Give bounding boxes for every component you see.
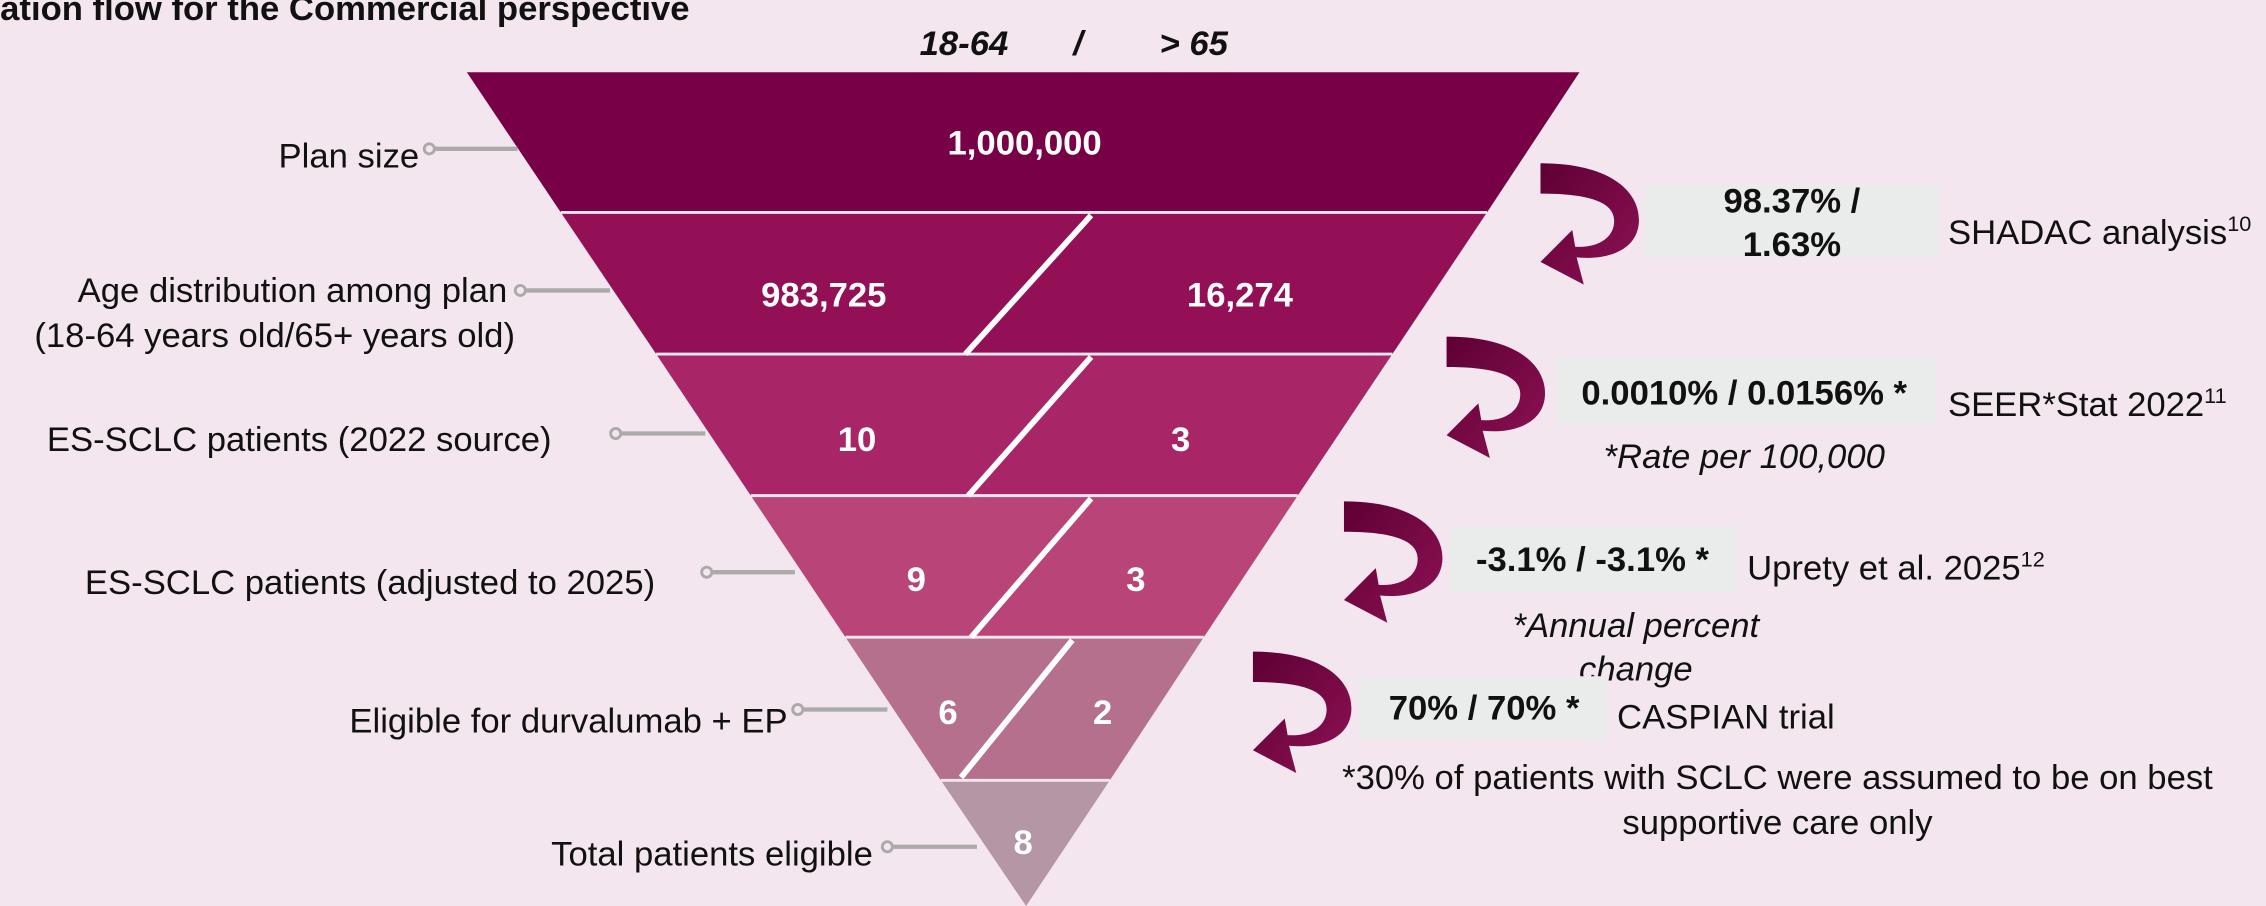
funnel-value: 3 bbox=[1171, 421, 1190, 459]
connector-dot bbox=[791, 702, 805, 716]
funnel-value: 983,725 bbox=[761, 276, 886, 314]
level-label: Total patients eligible bbox=[551, 836, 873, 874]
step-arrow bbox=[1252, 651, 1352, 774]
header-separator: / bbox=[1071, 25, 1086, 63]
divider bbox=[958, 638, 1075, 780]
source-text: SHADAC analysis bbox=[1948, 214, 2227, 252]
step-note: *30% of patients with SCLC were assumed … bbox=[1342, 759, 2213, 797]
funnel-level bbox=[940, 780, 1110, 906]
value-box bbox=[1358, 676, 1607, 740]
source-ref: 11 bbox=[2204, 383, 2226, 408]
value-box bbox=[1556, 356, 1937, 425]
connector-dot bbox=[609, 426, 623, 440]
connector-dot bbox=[700, 565, 714, 579]
step-value: -3.1% / -3.1% * bbox=[1476, 541, 1710, 579]
funnel-value: 3 bbox=[1126, 561, 1145, 599]
level-label: ES-SCLC patients (2022 source) bbox=[47, 421, 552, 459]
step-note: supportive care only bbox=[1622, 804, 1933, 842]
value-box bbox=[1449, 525, 1737, 593]
step-arrow bbox=[1343, 501, 1443, 623]
funnel-level bbox=[466, 72, 1580, 213]
level-label: (18-64 years old/65+ years old) bbox=[34, 317, 515, 355]
funnel-level bbox=[560, 212, 1488, 355]
source-ref: 12 bbox=[2021, 546, 2045, 571]
level-label: Age distribution among plan bbox=[78, 272, 508, 310]
step-source: SEER*Stat 202211 bbox=[1948, 383, 2227, 424]
title: ation flow for the Commercial perspectiv… bbox=[0, 0, 689, 28]
header-right: > 65 bbox=[1159, 25, 1228, 63]
funnel-value: 8 bbox=[1014, 824, 1033, 862]
funnel-value: 16,274 bbox=[1187, 276, 1294, 314]
step-source: CASPIAN trial bbox=[1617, 698, 1835, 736]
step-value: 1.63% bbox=[1743, 226, 1841, 264]
funnel-value: 9 bbox=[907, 561, 926, 599]
step-source: Uprety et al. 202512 bbox=[1747, 546, 2045, 587]
connector-dot bbox=[880, 840, 894, 854]
level-label: Eligible for durvalumab + EP bbox=[349, 703, 787, 741]
step-arrow bbox=[1446, 336, 1546, 459]
connector-dot bbox=[422, 142, 436, 156]
step-arrow bbox=[1540, 163, 1639, 285]
funnel-value: 2 bbox=[1093, 694, 1112, 732]
funnel bbox=[466, 72, 1580, 906]
value-box bbox=[1644, 184, 1940, 258]
step-value: 98.37% / bbox=[1724, 182, 1861, 220]
funnel-level bbox=[845, 637, 1204, 781]
source-text: SEER*Stat 2022 bbox=[1948, 386, 2204, 424]
step-source: SHADAC analysis10 bbox=[1948, 211, 2251, 252]
level-label: Plan size bbox=[279, 138, 420, 176]
funnel-level bbox=[656, 354, 1393, 496]
funnel-level bbox=[750, 495, 1298, 638]
source-ref: 10 bbox=[2227, 211, 2251, 236]
step-note: *Annual percent bbox=[1513, 607, 1761, 645]
source-text: CASPIAN trial bbox=[1617, 698, 1835, 736]
divider bbox=[966, 354, 1094, 498]
header-left: 18-64 bbox=[920, 25, 1009, 63]
funnel-value: 1,000,000 bbox=[948, 125, 1102, 163]
source-text: Uprety et al. 2025 bbox=[1747, 549, 2021, 587]
step-note: *Rate per 100,000 bbox=[1604, 438, 1885, 476]
divider bbox=[963, 213, 1094, 356]
step-value: 0.0010% / 0.0156% * bbox=[1581, 375, 1907, 413]
level-label: ES-SCLC patients (adjusted to 2025) bbox=[85, 564, 655, 602]
funnel-value: 6 bbox=[938, 694, 957, 732]
connector-dot bbox=[513, 283, 527, 297]
funnel-value: 10 bbox=[838, 421, 877, 459]
step-value: 70% / 70% * bbox=[1389, 690, 1580, 728]
divider bbox=[968, 496, 1094, 640]
